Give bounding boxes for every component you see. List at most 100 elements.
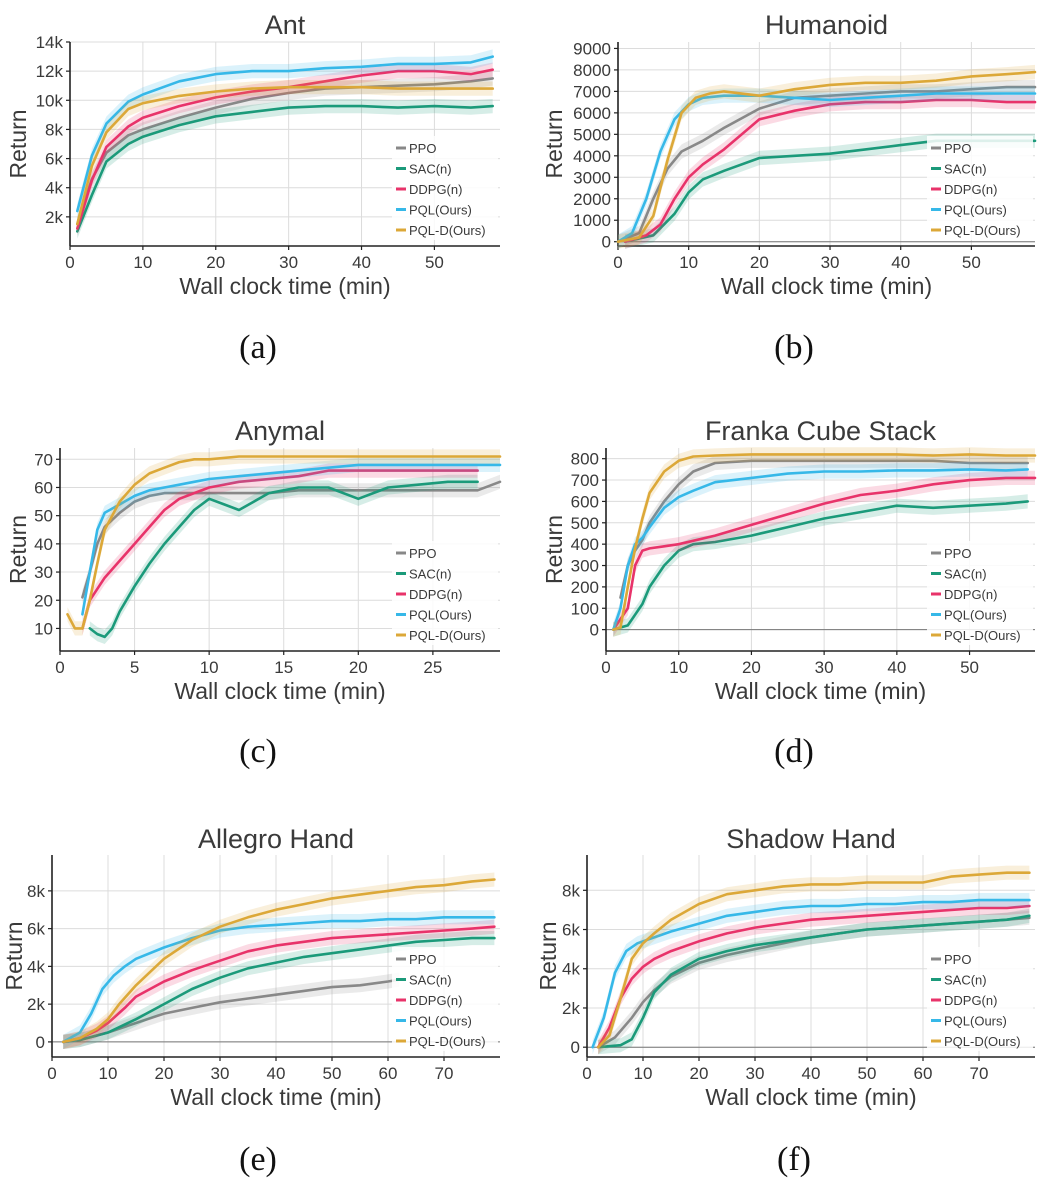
panel-caption: (b): [774, 329, 814, 366]
x-tick-label: 50: [323, 1064, 342, 1083]
legend-label: PPO: [944, 546, 971, 561]
x-tick-label: 10: [99, 1064, 118, 1083]
x-tick-label: 50: [425, 253, 444, 272]
legend-box: [927, 136, 1033, 240]
y-tick-label: 700: [571, 471, 599, 490]
legend-label: SAC(n): [944, 567, 987, 582]
x-tick-label: 40: [887, 658, 906, 677]
legend-label: DDPG(n): [944, 587, 997, 602]
series-ddpg-n-: [61, 919, 496, 1049]
x-tick-label: 0: [47, 1064, 56, 1083]
x-tick-label: 30: [821, 253, 840, 272]
y-tick-label: 300: [571, 557, 599, 576]
y-axis-label: Return: [5, 109, 31, 178]
chart-title: Humanoid: [765, 10, 888, 40]
y-tick-label: 1000: [573, 211, 611, 230]
legend-label: SAC(n): [944, 162, 987, 177]
series-line: [61, 925, 496, 1044]
y-tick-label: 12k: [36, 62, 64, 81]
y-tick-label: 70: [34, 450, 53, 469]
x-tick-label: 40: [891, 253, 910, 272]
confidence-band: [63, 972, 400, 1049]
y-tick-label: 4000: [573, 147, 611, 166]
series-pql-d-ours-: [611, 447, 1037, 637]
x-tick-label: 70: [970, 1064, 989, 1083]
series-line: [66, 455, 502, 630]
legend-label: PQL(Ours): [409, 1014, 472, 1029]
chart-title: Anymal: [235, 416, 325, 446]
x-tick-label: 40: [352, 253, 371, 272]
y-tick-label: 0: [36, 1033, 45, 1052]
confidence-band: [82, 474, 501, 605]
y-tick-label: 60: [34, 478, 53, 497]
series-line: [591, 898, 1031, 1049]
series-line: [611, 500, 1029, 631]
series-line: [611, 476, 1037, 631]
legend-box: [927, 947, 1033, 1051]
x-tick-label: 30: [211, 1064, 230, 1083]
legend-label: PQL-D(Ours): [944, 628, 1021, 643]
series-ddpg-n-: [611, 470, 1037, 637]
y-tick-label: 0: [571, 1038, 580, 1057]
series-sac-n-: [88, 474, 479, 644]
x-tick-label: 5: [130, 658, 139, 677]
legend-box: [392, 136, 498, 240]
y-tick-label: 800: [571, 450, 599, 469]
x-tick-label: 40: [802, 1064, 821, 1083]
y-tick-label: 14k: [36, 33, 64, 52]
x-tick-label: 20: [690, 1064, 709, 1083]
series-line: [616, 70, 1037, 243]
x-tick-label: 50: [962, 253, 981, 272]
y-tick-label: 10: [34, 619, 53, 638]
x-axis-label: Wall clock time (min): [170, 1084, 381, 1110]
y-axis-label: Return: [5, 515, 31, 584]
x-tick-label: 50: [960, 658, 979, 677]
y-tick-label: 4k: [27, 957, 45, 976]
x-tick-label: 0: [601, 658, 610, 677]
y-tick-label: 5000: [573, 125, 611, 144]
y-tick-label: 500: [571, 514, 599, 533]
y-tick-label: 2k: [45, 208, 63, 227]
y-tick-label: 100: [571, 599, 599, 618]
legend-label: PQL(Ours): [944, 608, 1007, 623]
legend-label: DDPG(n): [409, 587, 462, 602]
x-tick-label: 40: [267, 1064, 286, 1083]
series-line: [76, 77, 495, 226]
panel-3: 0 10 20 30 40 500100200300400500600700800PPOS…: [541, 416, 1037, 770]
x-tick-label: 60: [914, 1064, 933, 1083]
panel-2: 0 5 10 15 20 25 10 20 30 40 50 60 70 PPO SAC(n) DDPG(n)…: [5, 416, 502, 770]
series-line: [619, 459, 1029, 599]
panel-caption: (a): [239, 329, 277, 366]
y-tick-label: 8k: [27, 882, 45, 901]
series-pql-ours-: [61, 910, 496, 1049]
confidence-band: [625, 92, 1035, 249]
legend-label: DDPG(n): [944, 182, 997, 197]
legend: PPO SAC(n) DDPG(n) PQL(Ours) PQL-D(Ours): [392, 541, 498, 645]
series-line: [61, 915, 496, 1044]
legend-label: PPO: [409, 952, 436, 967]
confidence-band: [63, 872, 495, 1049]
x-axis-label: Wall clock time (min): [179, 273, 390, 299]
legend: PPO SAC(n) DDPG(n) PQL(Ours) PQL-D(Ours): [927, 136, 1033, 240]
series-line: [76, 55, 495, 213]
x-tick-label: 10: [200, 658, 219, 677]
legend-label: PQL-D(Ours): [944, 223, 1021, 238]
y-tick-label: 4k: [45, 179, 63, 198]
series-pql-d-ours-: [616, 64, 1037, 249]
legend-label: DDPG(n): [409, 182, 462, 197]
legend-label: PPO: [944, 141, 971, 156]
series-pql-d-ours-: [76, 80, 495, 232]
panel-caption: (f): [777, 1141, 811, 1178]
y-axis-label: Return: [541, 515, 567, 584]
series-pql-ours-: [76, 49, 495, 219]
y-tick-label: 30: [34, 563, 53, 582]
series-line: [623, 98, 1037, 243]
series-ddpg-n-: [623, 92, 1037, 249]
series-ddpg-n-: [76, 62, 495, 236]
y-tick-label: 6k: [45, 150, 63, 169]
x-tick-label: 30: [815, 658, 834, 677]
y-tick-label: 9000: [573, 39, 611, 58]
y-tick-label: 200: [571, 578, 599, 597]
panel-5: 0 10 20 30 40 50 60 70 0 2k 4k 6k 8k PPO SAC(n) DDPG(n)…: [535, 824, 1035, 1178]
series-sac-n-: [596, 908, 1031, 1055]
